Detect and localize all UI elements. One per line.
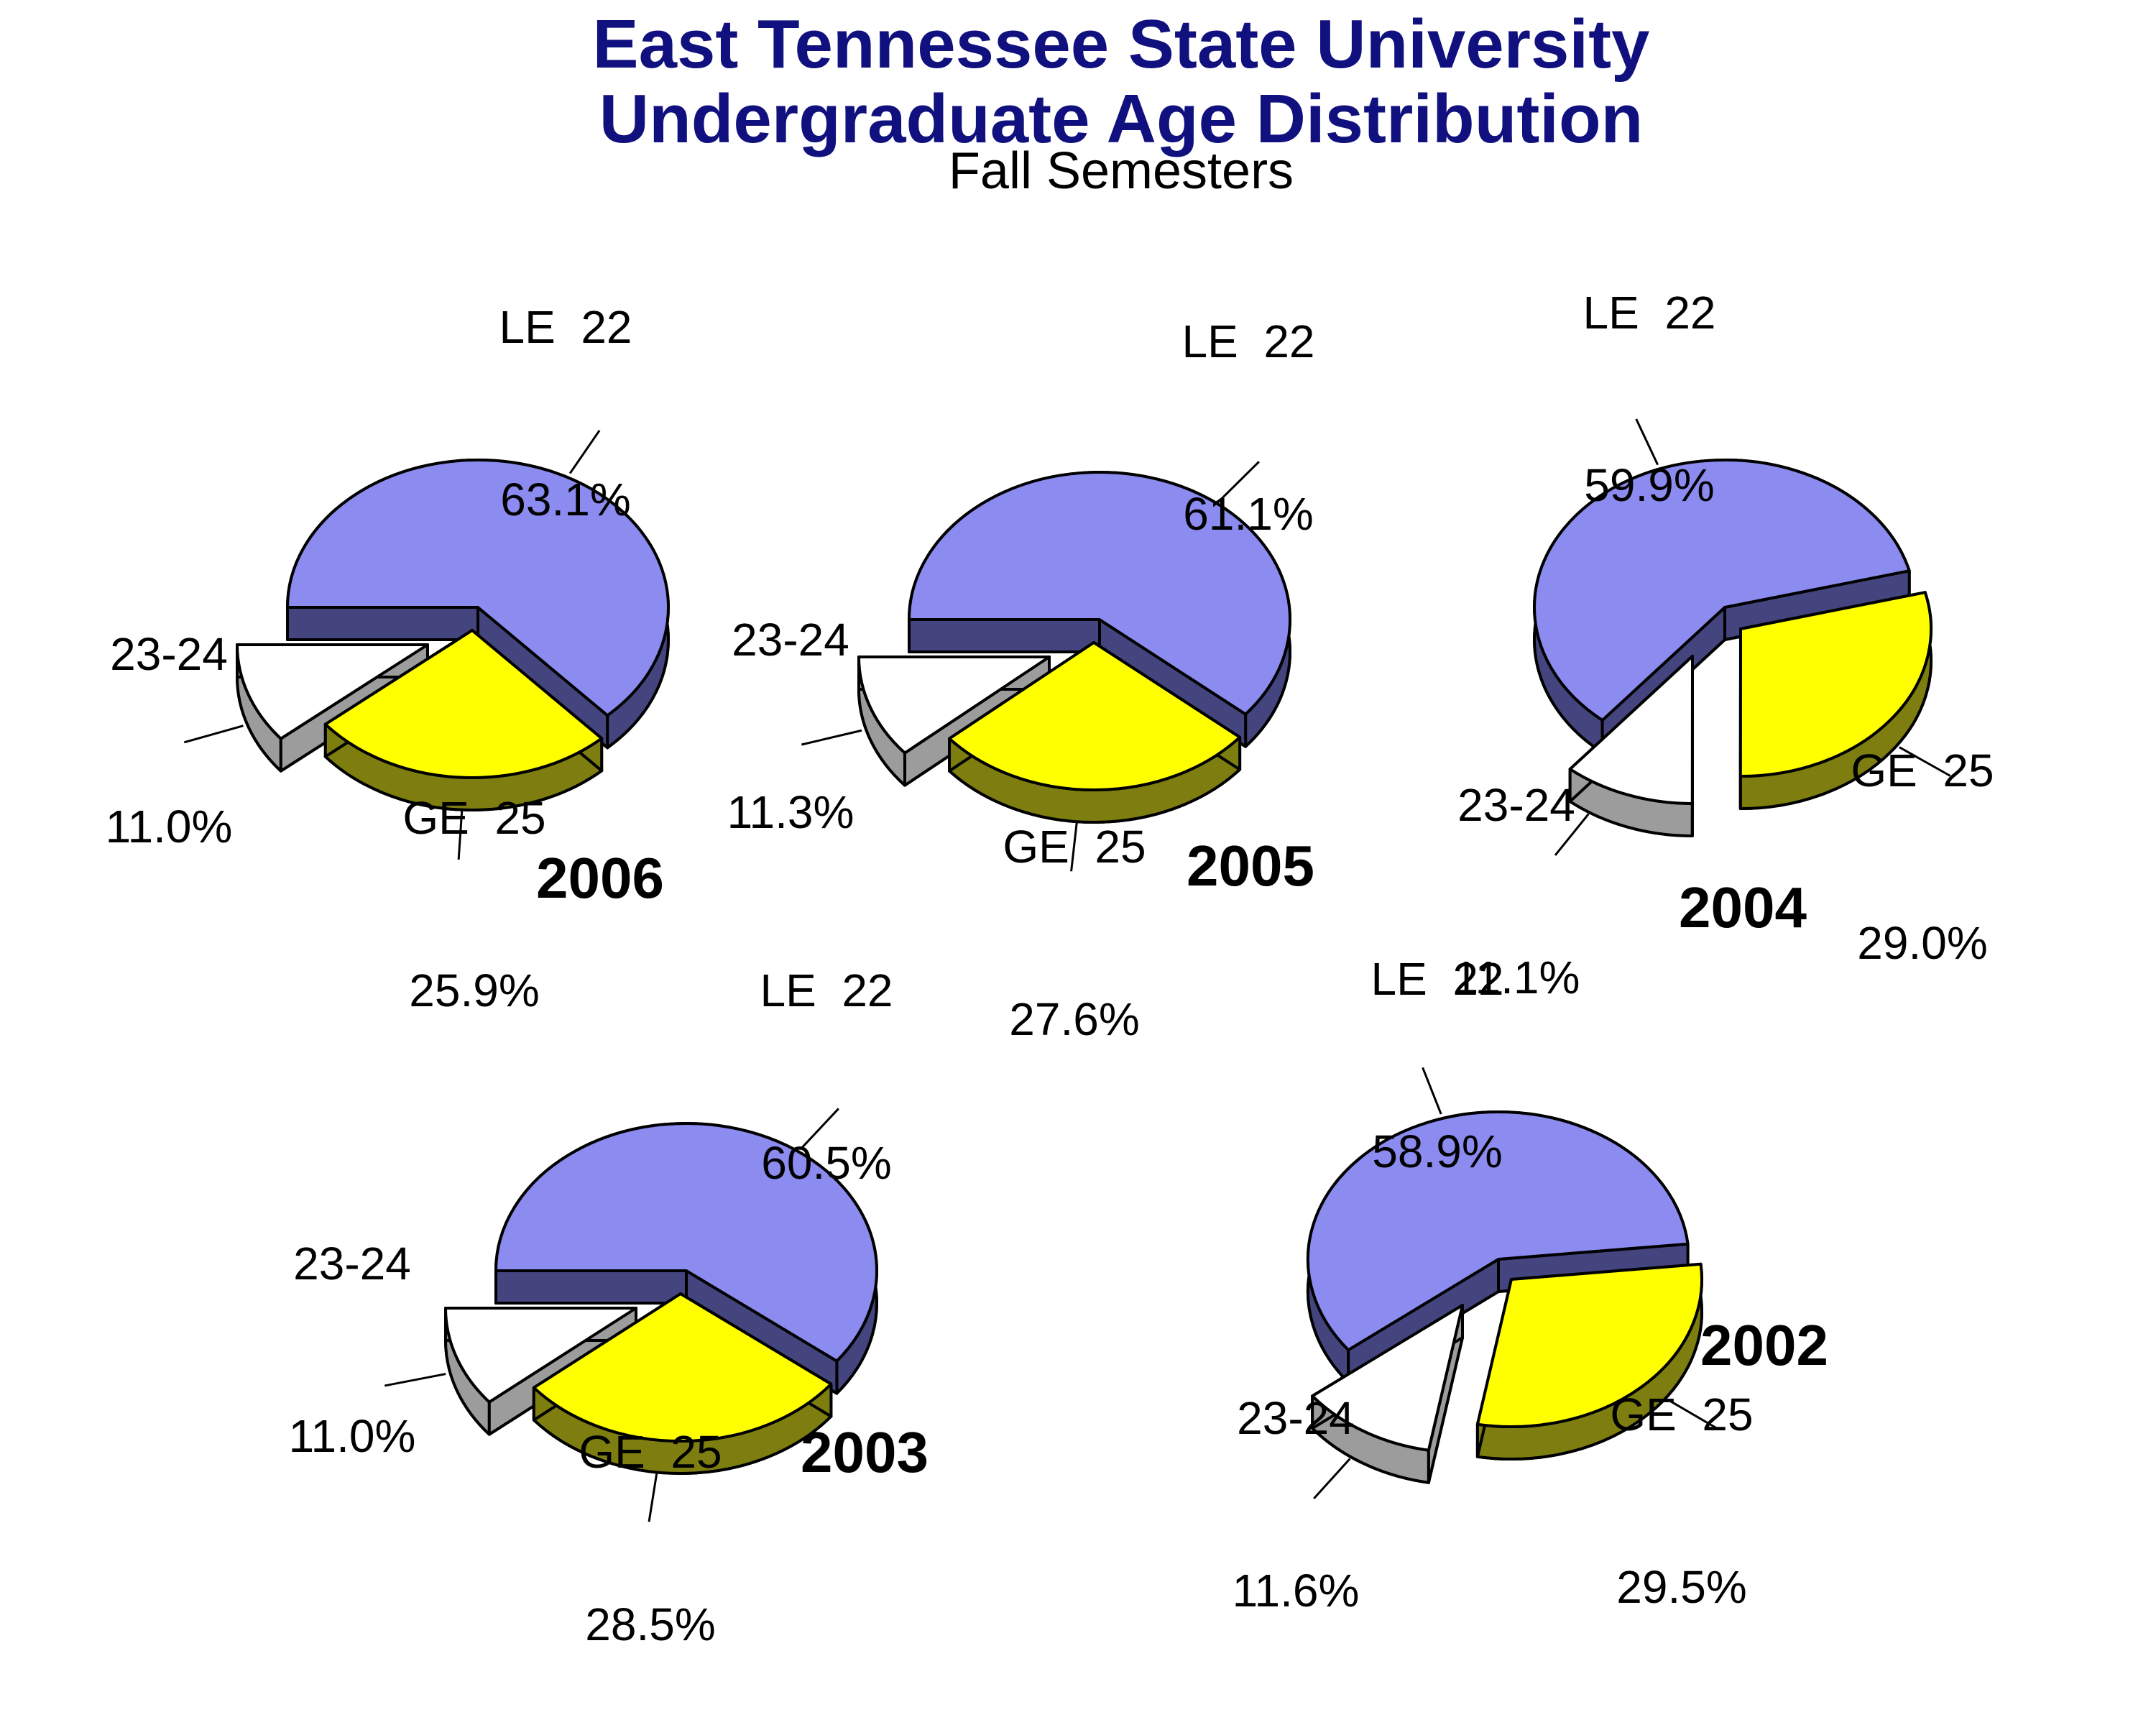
leader-line-le	[1422, 1067, 1442, 1115]
slice-name: GE 25	[402, 792, 546, 844]
slice-percent: 58.9%	[1372, 1126, 1503, 1177]
slice-name: GE 25	[579, 1426, 722, 1478]
slice-percent: 27.6%	[1009, 993, 1140, 1045]
leader-line-ge	[648, 1473, 658, 1522]
pie-2006-label-le22: LE 22 63.1%	[499, 183, 632, 643]
slice-name: GE 25	[1851, 745, 1994, 796]
pie-2005	[801, 461, 1291, 872]
leader-line-w	[183, 724, 244, 744]
source-note: Source: TBR Enrollment Reports Office of…	[40, 1623, 614, 1725]
pie-2004-label-le22: LE 22 59.9%	[1583, 169, 1715, 629]
page-title-line1: East Tennessee State University	[592, 6, 1650, 83]
slice-percent: 29.5%	[1616, 1561, 1747, 1613]
slice-percent: 11.0%	[288, 1410, 416, 1462]
pie-2006	[183, 429, 670, 860]
slice-name: 23-24	[1237, 1392, 1355, 1444]
leader-line-ge	[1899, 746, 1951, 777]
pie-2006-label-ge25: GE 25 25.9%	[402, 674, 545, 1134]
leader-line-ge	[1070, 822, 1078, 872]
leader-line-w	[384, 1373, 446, 1387]
pie-2005-label-2324: 23-24 11.3%	[727, 496, 854, 956]
slice-name: 23-24	[732, 614, 849, 666]
leader-line-ge	[1667, 1399, 1719, 1430]
pie-2002-label-ge25: GE 25 29.5%	[1610, 1271, 1753, 1725]
pie-2004-label-ge25: GE 25 29.0%	[1851, 627, 1994, 1087]
slice-percent: 60.5%	[761, 1137, 892, 1189]
slice-percent: 11.0%	[105, 801, 233, 852]
slice-percent: 11.3%	[727, 786, 854, 838]
pie-2003-label-2324: 23-24 11.0%	[289, 1120, 416, 1580]
pie-2002-label-2324: 23-24 11.6%	[1233, 1274, 1360, 1725]
slice-percent: 29.0%	[1857, 917, 1988, 969]
source-line1: Source: TBR Enrollment Reports	[40, 1718, 614, 1725]
pie-2002-label-le22: LE 22 58.9%	[1370, 835, 1503, 1295]
pie-2002	[1307, 1067, 1719, 1499]
pie-2006-year: 2006	[536, 846, 664, 910]
slice-percent: 63.1%	[500, 474, 631, 525]
slice-percent: 11.1%	[1452, 952, 1580, 1003]
slice-name: GE 25	[1003, 821, 1146, 873]
pie-2003-label-ge25: GE 25 28.5%	[579, 1308, 722, 1725]
leader-line-ge	[457, 811, 464, 860]
slice-name: 23-24	[293, 1238, 411, 1289]
page-title: East Tennessee State University Undergra…	[402, 7, 1840, 157]
slice-name: LE 22	[1370, 953, 1504, 1005]
leader-line-le	[1635, 418, 1659, 466]
page-title-line2: Undergraduate Age Distribution	[599, 80, 1644, 157]
slice-percent: 61.1%	[1183, 488, 1314, 540]
leader-line-le	[568, 429, 601, 474]
leader-line-w	[1313, 1458, 1351, 1499]
leader-line-le	[1219, 461, 1260, 501]
leader-line-w	[801, 729, 862, 746]
pie-2003-label-le22: LE 22 60.5%	[760, 847, 893, 1307]
pie-2006-label-2324: 23-24 11.0%	[106, 510, 233, 970]
leader-line-w	[1554, 813, 1590, 856]
slice-name: LE 22	[499, 301, 632, 353]
pie-2005-year: 2005	[1187, 834, 1314, 898]
pie-2004-label-2324: 23-24 11.1%	[1453, 661, 1580, 1121]
slice-name: LE 22	[1583, 287, 1716, 339]
pie-2004-year: 2004	[1679, 875, 1807, 939]
slice-percent: 28.5%	[585, 1598, 716, 1650]
pie-2005-label-ge25: GE 25 27.6%	[1003, 703, 1146, 1163]
leader-line-le	[801, 1108, 839, 1149]
pie-2003-year: 2003	[801, 1420, 929, 1484]
pie-2004	[1533, 418, 1951, 856]
slice-name: LE 22	[1181, 316, 1315, 367]
pie-2002-year: 2002	[1700, 1313, 1828, 1377]
page-subtitle: Fall Semesters	[948, 142, 1294, 200]
slice-name: GE 25	[1610, 1389, 1754, 1440]
slice-name: LE 22	[760, 965, 893, 1016]
slice-percent: 59.9%	[1584, 459, 1715, 511]
pie-2003	[384, 1108, 878, 1522]
slice-name: 23-24	[110, 628, 228, 680]
pie-2005-label-le22: LE 22 61.1%	[1181, 198, 1314, 658]
slice-percent: 25.9%	[409, 965, 540, 1016]
slice-percent: 11.6%	[1232, 1565, 1360, 1616]
slice-name: 23-24	[1457, 779, 1575, 831]
